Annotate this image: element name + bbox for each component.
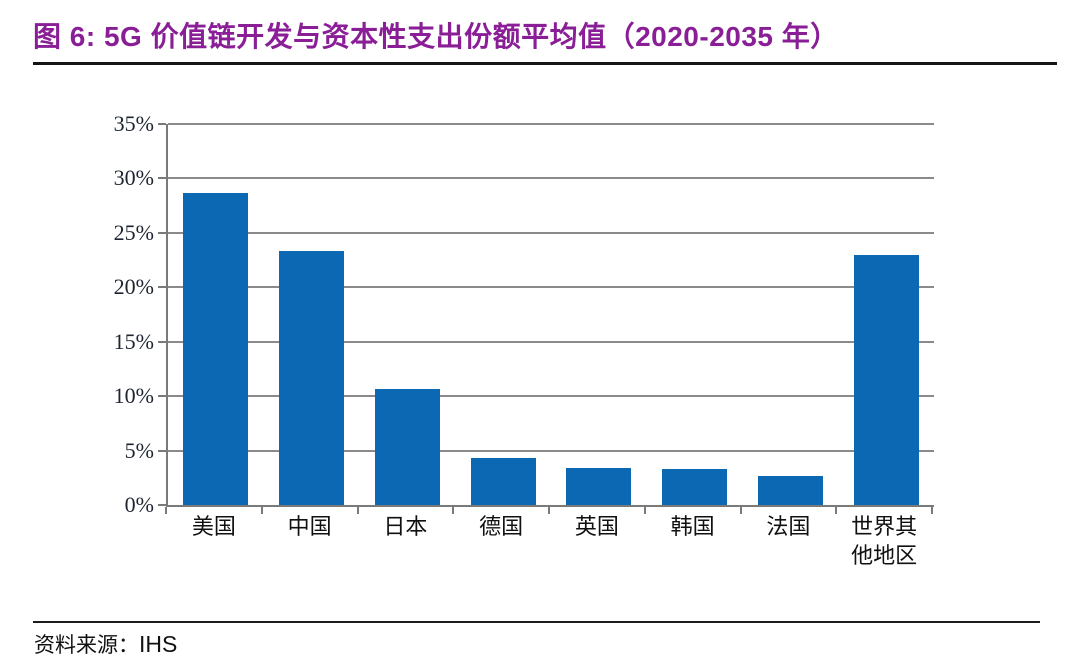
plot-area [166, 123, 934, 507]
figure-title: 图 6: 5G 价值链开发与资本性支出份额平均值（2020-2035 年） [33, 21, 839, 52]
x-axis-tick [931, 507, 933, 514]
x-axis-label: 日本 [358, 513, 454, 542]
x-axis-tick [260, 507, 263, 514]
y-axis-tick-label: 0% [124, 492, 154, 517]
bar [853, 254, 919, 505]
y-axis-tick [158, 177, 166, 180]
y-axis-tick [158, 504, 166, 506]
y-axis-tick [158, 395, 166, 398]
x-axis-label: 英国 [549, 513, 645, 542]
y-axis-tick [158, 449, 166, 452]
x-axis-label: 美国 [166, 513, 262, 542]
x-axis-tick [165, 507, 167, 514]
y-axis-tick-label: 5% [124, 437, 154, 463]
x-axis-label-text: 德国 [479, 514, 524, 539]
source-label: 资料来源： [34, 633, 139, 657]
source-value: IHS [139, 631, 178, 657]
y-axis-tick-label: 30% [113, 165, 154, 191]
x-axis-label: 法国 [741, 513, 837, 542]
y-gridline [168, 286, 934, 289]
bar [662, 469, 728, 505]
bar [757, 475, 823, 505]
footer-divider [33, 621, 1040, 623]
x-axis-label: 中国 [262, 513, 358, 542]
x-axis-label-text: 日本 [383, 514, 428, 539]
bar [470, 458, 536, 505]
y-axis-tick [158, 231, 166, 234]
y-gridline [168, 123, 934, 125]
y-axis-tick-label: 25% [113, 219, 154, 245]
y-axis-tick [158, 286, 166, 289]
x-axis-label: 韩国 [645, 513, 741, 542]
x-axis-tick [835, 507, 838, 514]
x-axis-label-text: 中国 [287, 514, 332, 539]
x-axis-label: 德国 [453, 513, 549, 542]
y-axis-tick [158, 123, 166, 125]
y-axis-tick-label: 20% [113, 274, 154, 300]
y-axis-tick-label: 15% [113, 328, 154, 354]
x-axis-label-text: 世界其他地区 [851, 514, 918, 568]
bar [374, 388, 440, 505]
y-gridline [168, 340, 934, 343]
y-gridline [168, 449, 934, 452]
title-divider [33, 62, 1057, 65]
y-axis-tick-label: 35% [113, 111, 154, 136]
y-axis-tick-label: 10% [113, 383, 154, 409]
x-axis-tick [739, 507, 742, 514]
x-axis-label-text: 法国 [766, 514, 811, 539]
x-axis-tick [452, 507, 455, 514]
bar [279, 251, 345, 505]
x-axis-label-text: 美国 [191, 514, 236, 539]
source-note: 资料来源：IHS [34, 629, 177, 659]
x-axis-label-text: 韩国 [670, 514, 715, 539]
y-gridline [168, 231, 934, 234]
x-axis-label: 世界其他地区 [836, 513, 932, 570]
x-axis-label-text: 英国 [574, 514, 619, 539]
y-gridline [168, 177, 934, 180]
x-axis-tick [548, 507, 550, 514]
y-gridline [168, 395, 934, 398]
x-axis-tick [356, 507, 359, 514]
bar [566, 468, 632, 505]
x-axis-tick [643, 507, 646, 514]
bar [183, 192, 249, 505]
y-axis-tick [158, 340, 166, 343]
